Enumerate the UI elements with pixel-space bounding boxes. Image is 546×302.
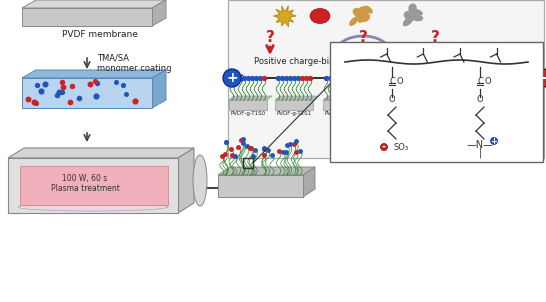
Ellipse shape <box>223 69 241 87</box>
Text: PVDF-g-T2S1: PVDF-g-T2S1 <box>276 111 312 116</box>
Text: ?: ? <box>265 31 275 46</box>
Polygon shape <box>275 100 313 110</box>
Ellipse shape <box>381 143 388 150</box>
Ellipse shape <box>361 13 370 22</box>
Ellipse shape <box>355 72 369 85</box>
Text: +: + <box>490 137 497 146</box>
Ellipse shape <box>403 15 414 26</box>
Polygon shape <box>178 148 194 213</box>
Text: 100 W, 60 s
Plasma treatment: 100 W, 60 s Plasma treatment <box>51 174 120 193</box>
Ellipse shape <box>358 14 365 23</box>
Text: PVDF-g-T0S1: PVDF-g-T0S1 <box>420 111 455 116</box>
Text: O: O <box>485 76 491 85</box>
Polygon shape <box>20 166 168 205</box>
Ellipse shape <box>349 17 358 26</box>
FancyBboxPatch shape <box>330 42 543 162</box>
Ellipse shape <box>358 6 370 14</box>
Polygon shape <box>371 96 414 100</box>
Text: -: - <box>382 142 386 152</box>
Ellipse shape <box>411 14 423 21</box>
Polygon shape <box>303 167 315 197</box>
Text: O: O <box>389 95 395 104</box>
Ellipse shape <box>193 155 207 206</box>
Text: +: + <box>226 70 238 85</box>
Polygon shape <box>229 100 267 110</box>
Text: -: - <box>372 70 378 85</box>
Text: PVDF-g-T1S2: PVDF-g-T1S2 <box>372 111 407 116</box>
Text: -: - <box>540 70 546 85</box>
Text: PVDF-g-T1S0: PVDF-g-T1S0 <box>230 111 265 116</box>
Ellipse shape <box>353 8 363 18</box>
Polygon shape <box>22 70 166 78</box>
Text: ?: ? <box>431 31 440 46</box>
Text: C: C <box>477 76 483 85</box>
Text: —N—: —N— <box>467 140 494 150</box>
Text: PVDF membrane: PVDF membrane <box>62 30 138 39</box>
Polygon shape <box>8 158 178 213</box>
Polygon shape <box>8 148 194 158</box>
Text: O: O <box>477 95 483 104</box>
Text: O: O <box>397 76 403 85</box>
Polygon shape <box>22 0 166 8</box>
Text: +: + <box>358 72 366 82</box>
Text: PVDF-g-T1S1: PVDF-g-T1S1 <box>324 111 360 116</box>
Ellipse shape <box>358 8 365 20</box>
Polygon shape <box>323 96 366 100</box>
Text: Negative charge-bias: Negative charge-bias <box>413 57 503 66</box>
Text: ?: ? <box>359 31 367 46</box>
Ellipse shape <box>408 10 414 20</box>
Text: |: | <box>478 148 482 158</box>
Ellipse shape <box>408 3 417 13</box>
FancyBboxPatch shape <box>228 0 544 158</box>
Polygon shape <box>275 96 318 100</box>
Polygon shape <box>274 6 296 27</box>
Polygon shape <box>371 100 409 110</box>
Polygon shape <box>218 175 303 197</box>
Ellipse shape <box>403 11 415 20</box>
Polygon shape <box>419 100 457 110</box>
Polygon shape <box>22 8 152 26</box>
Ellipse shape <box>310 8 330 24</box>
Ellipse shape <box>364 6 373 14</box>
Text: C: C <box>389 76 395 85</box>
Ellipse shape <box>361 11 369 17</box>
Ellipse shape <box>534 69 546 87</box>
Ellipse shape <box>490 137 497 144</box>
Text: Positive charge-bias: Positive charge-bias <box>254 57 339 66</box>
Ellipse shape <box>411 9 423 16</box>
Polygon shape <box>419 96 462 100</box>
Polygon shape <box>229 96 272 100</box>
Polygon shape <box>152 0 166 26</box>
Polygon shape <box>218 167 315 175</box>
Text: TMA/SA
monomer coating: TMA/SA monomer coating <box>97 53 171 73</box>
Text: SO₃: SO₃ <box>393 143 408 152</box>
Ellipse shape <box>369 72 382 85</box>
Polygon shape <box>152 70 166 108</box>
Ellipse shape <box>18 203 168 211</box>
Polygon shape <box>22 78 152 108</box>
Polygon shape <box>323 100 361 110</box>
